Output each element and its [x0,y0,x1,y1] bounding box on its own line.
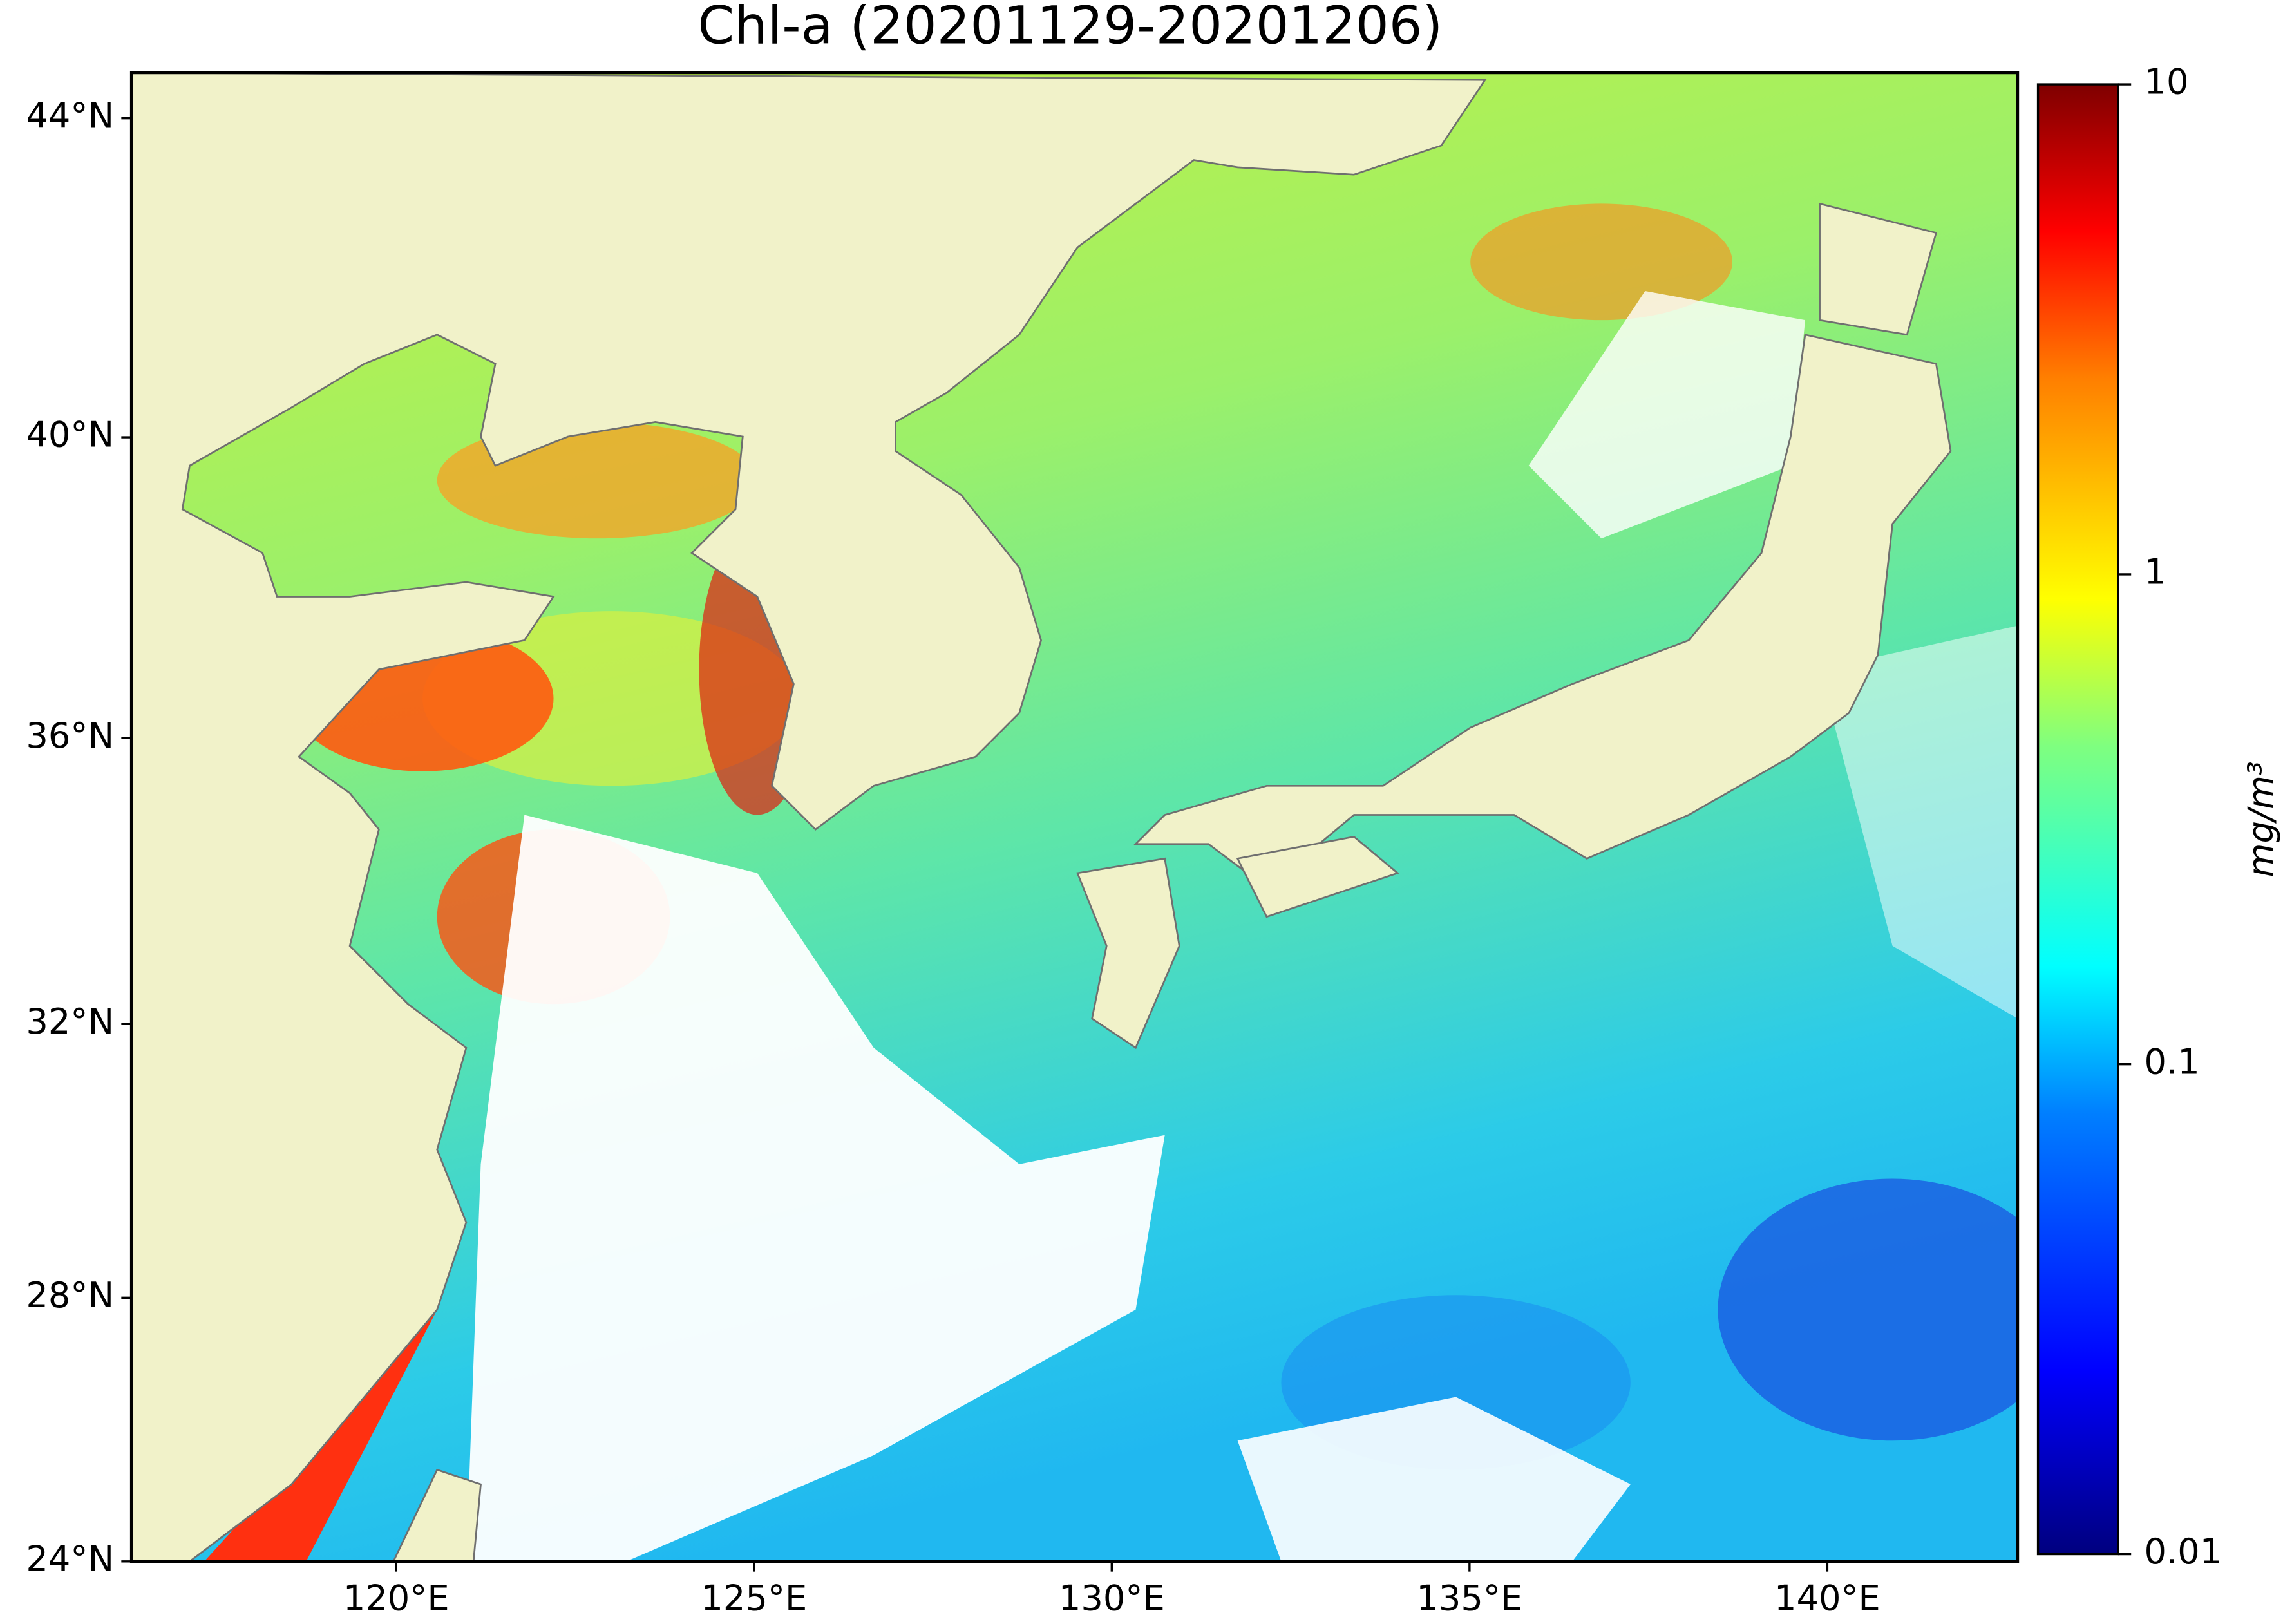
colorbar-tick-label: 0.01 [2145,1531,2222,1572]
colorbar-label: mg/m³ [2240,761,2281,877]
map-imagery [131,72,2018,1562]
colorbar-tick-label: 10 [2145,62,2189,102]
colorbar [2036,83,2119,1556]
colorbar-tick-label: 1 [2145,552,2167,592]
y-tick-label: 40°N [26,415,114,455]
x-tick-label: 125°E [701,1578,807,1618]
map-frame [129,71,2020,1563]
colorbar-tick-label: 0.1 [2145,1041,2200,1082]
title: Chl-a (20201129-20201206) [697,0,1443,57]
y-tick-label: 28°N [26,1275,114,1316]
y-tick-label: 36°N [26,715,114,756]
x-tick-label: 120°E [343,1578,450,1618]
x-tick-label: 140°E [1774,1578,1880,1618]
y-tick-label: 44°N [26,95,114,136]
x-tick-label: 130°E [1059,1578,1165,1618]
y-tick-label: 32°N [26,1001,114,1042]
y-tick-label: 24°N [26,1538,114,1579]
x-tick-label: 135°E [1416,1578,1522,1618]
